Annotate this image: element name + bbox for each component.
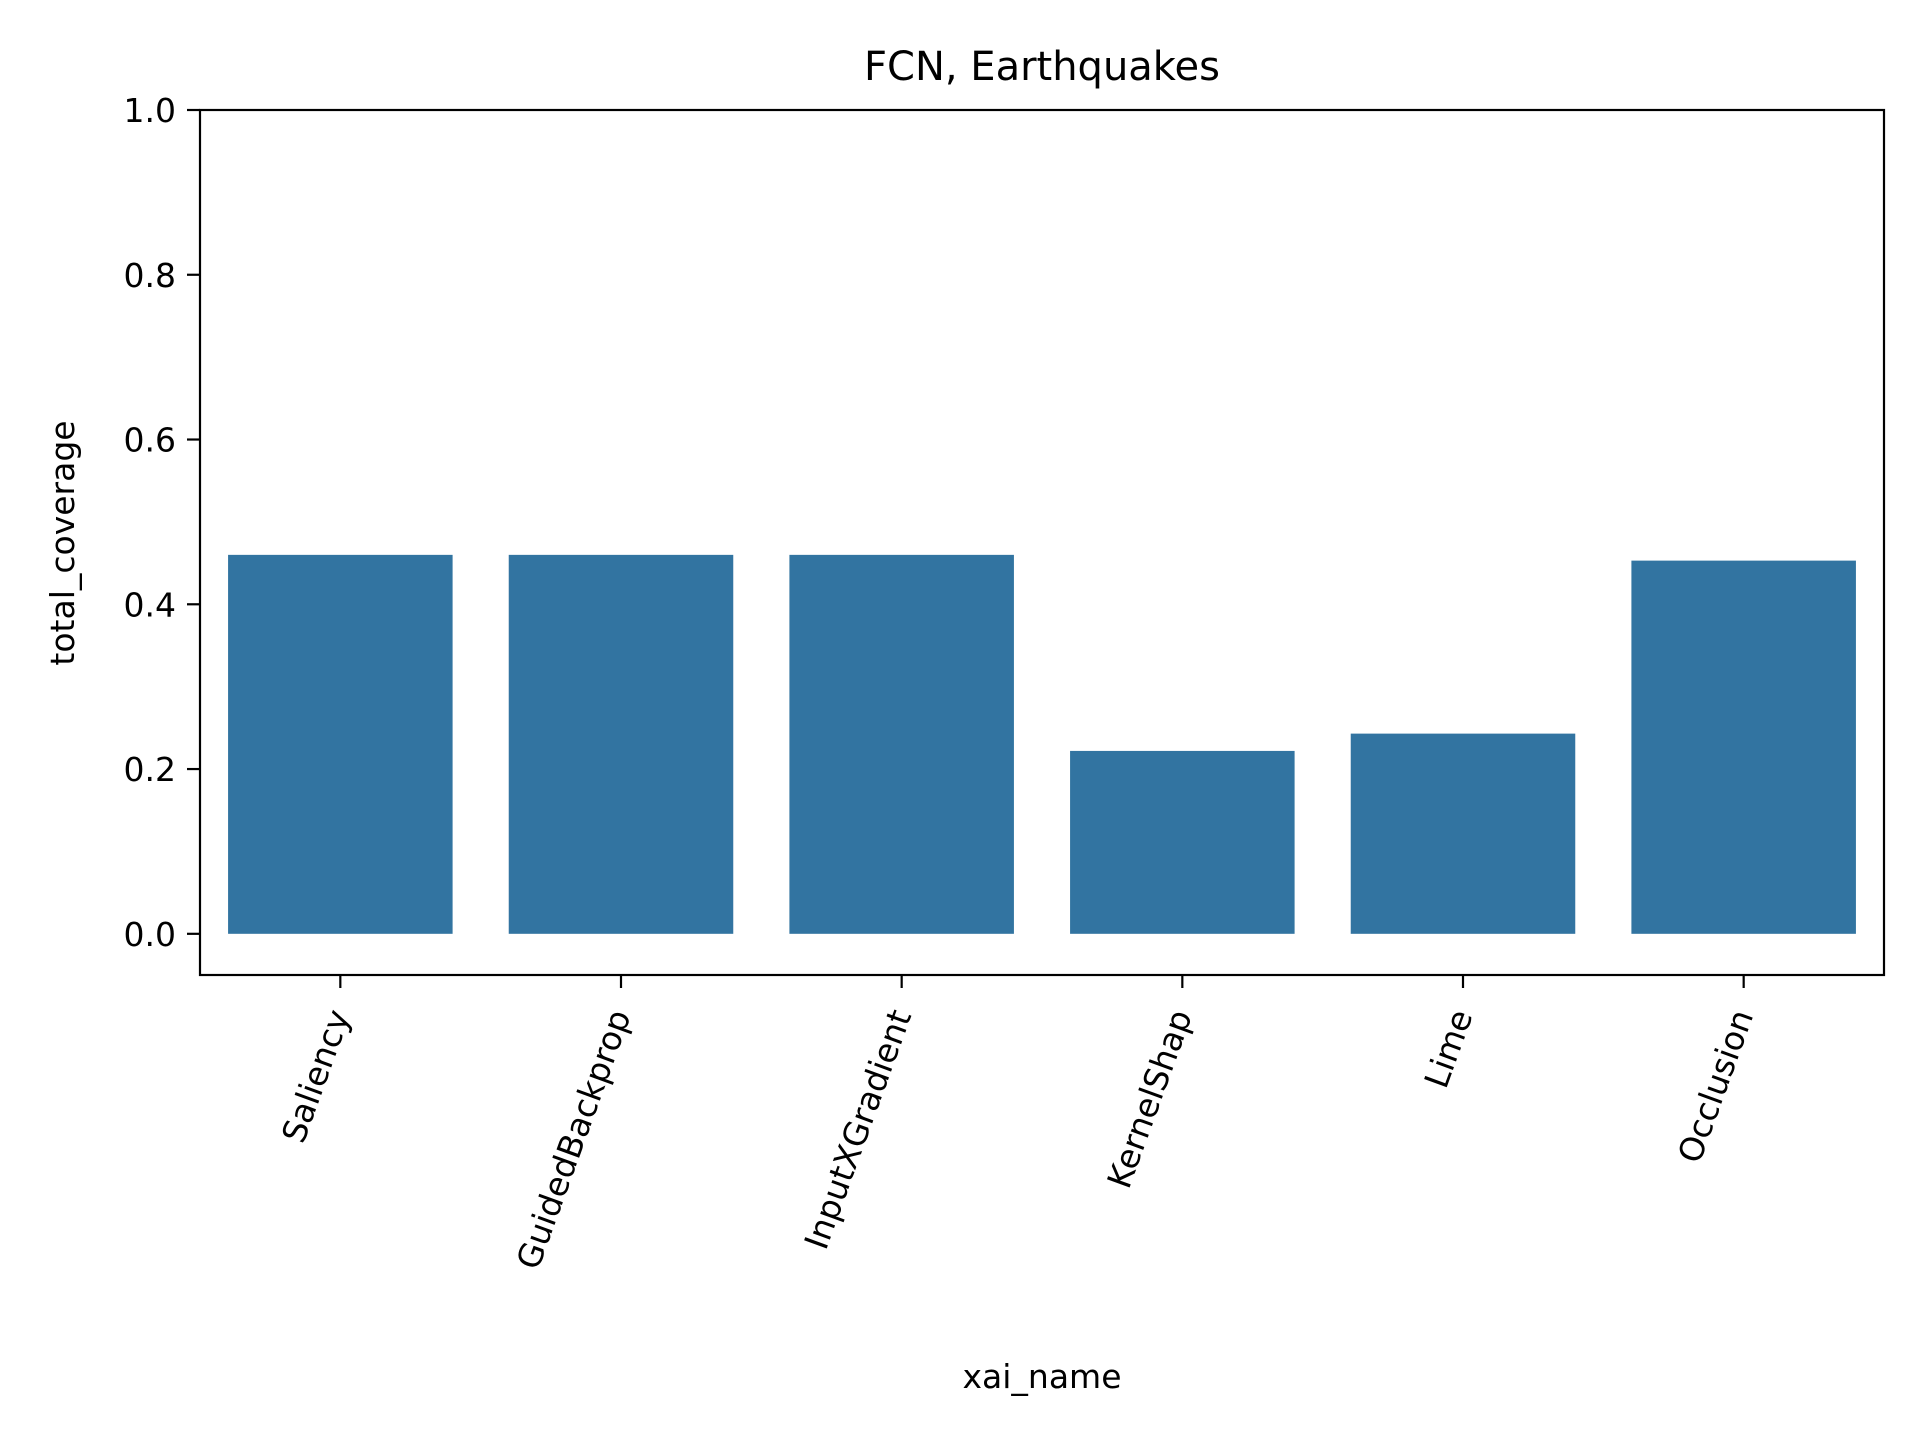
bar-guidedbackprop — [508, 554, 734, 934]
bar-kernelshap — [1070, 750, 1295, 934]
y-tick-label: 0.6 — [124, 421, 176, 460]
x-tick-label: Occlusion — [1670, 1004, 1761, 1168]
x-axis: Saliency GuidedBackprop InputXGradient Kern… — [274, 975, 1761, 1274]
y-tick-label: 0.0 — [124, 915, 176, 954]
bar-lime — [1350, 733, 1576, 934]
bar-inputxgradient — [789, 554, 1014, 934]
x-tick-label: Saliency — [274, 1004, 358, 1147]
x-axis-label: xai_name — [962, 1357, 1121, 1396]
chart-title: FCN, Earthquakes — [864, 44, 1220, 90]
bar-saliency — [228, 554, 453, 934]
x-tick-label: KernelShap — [1099, 1004, 1200, 1193]
y-axis: 0.0 0.2 0.4 0.6 0.8 1.0 — [124, 91, 200, 954]
x-tick-label: InputXGradient — [796, 1004, 919, 1254]
y-axis-label: total_coverage — [43, 420, 82, 665]
y-tick-label: 0.4 — [124, 585, 176, 624]
plot-frame — [198, 108, 1886, 977]
bars-layer — [228, 554, 1856, 934]
x-tick-label: Lime — [1417, 1004, 1481, 1093]
x-tick-label: GuidedBackprop — [509, 1004, 639, 1274]
bar-occlusion — [1631, 560, 1856, 934]
y-tick-label: 1.0 — [124, 91, 176, 130]
y-tick-label: 0.8 — [124, 256, 176, 295]
y-tick-label: 0.2 — [124, 750, 176, 789]
